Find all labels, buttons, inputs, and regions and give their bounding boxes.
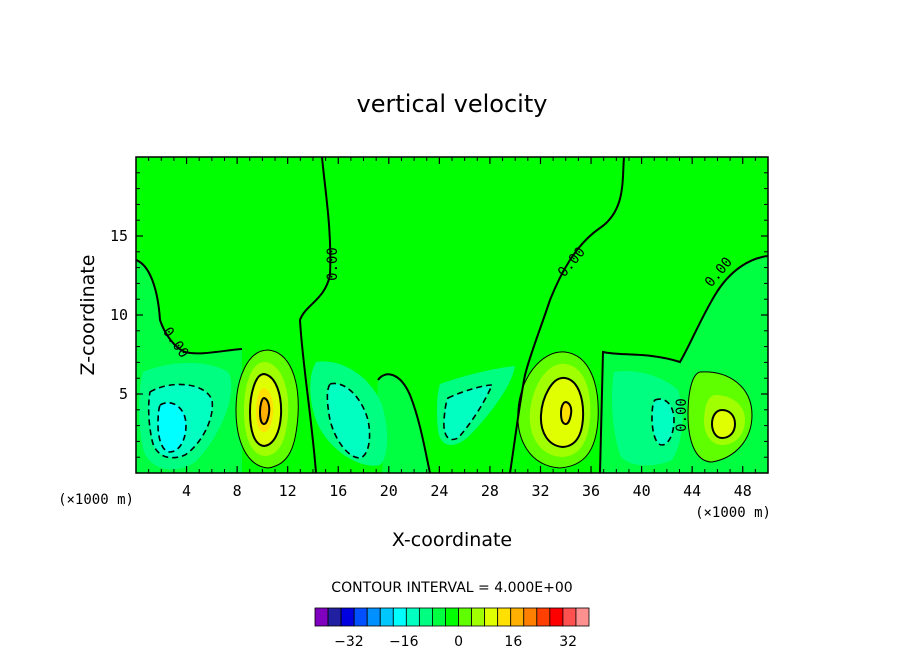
downdraft-center-core [443, 385, 492, 440]
contour-field [136, 157, 768, 473]
colorbar-swatch-10 [445, 607, 459, 627]
updraft-left-core [260, 398, 270, 424]
colorbar-swatch-14 [497, 607, 512, 627]
colorbar-tick-label-1: −16 [389, 634, 419, 650]
zero-contour-center-right [509, 157, 625, 473]
x-tick-label-7: 32 [531, 482, 549, 500]
x-tick-label-2: 12 [279, 482, 297, 500]
x-tick-label-0: 4 [182, 482, 191, 500]
negative-contours [147, 382, 675, 459]
colorbar-swatch-9 [432, 607, 446, 627]
colorbar-swatch-0 [314, 607, 329, 627]
colorbar-swatch-15 [510, 607, 525, 627]
colorbar-swatch-18 [549, 607, 564, 627]
chart-title: vertical velocity [357, 90, 548, 118]
colorbar-swatch-20 [575, 607, 590, 627]
y-tick-label-1: 10 [110, 306, 128, 324]
x-tick-label-6: 28 [481, 482, 499, 500]
x-tick-label-8: 36 [582, 482, 600, 500]
zero-contour-mid-lobe [377, 373, 431, 473]
colorbar-swatch-13 [484, 607, 499, 627]
colorbar-swatch-5 [379, 607, 394, 627]
downdraft-right-core [652, 399, 674, 445]
positive-contours [235, 349, 753, 469]
x-tick-label-3: 16 [329, 482, 347, 500]
y-tick-label-0: 5 [119, 385, 128, 403]
colorbar-swatch-17 [536, 607, 551, 627]
colorbar-tick-label-3: 16 [504, 634, 522, 650]
downdraft-left-core [158, 402, 186, 452]
colorbar-swatch-16 [523, 607, 538, 627]
weak-negative-region-mid [377, 374, 430, 473]
contour-interval-label: CONTOUR INTERVAL = 4.000E+00 [331, 580, 572, 596]
zero-contour-right [599, 255, 768, 473]
y-tick-label-2: 15 [110, 227, 128, 245]
contour-label-5: 0.00 [674, 398, 690, 432]
zero-contour-left [136, 259, 243, 355]
zero-contour-middle [298, 157, 332, 473]
colorbar-tick-label-2: 0 [454, 634, 463, 650]
updraft-right-core [561, 402, 572, 424]
colorbar-swatch-4 [366, 607, 381, 627]
x-tick-label-5: 24 [430, 482, 448, 500]
x-tick-label-9: 40 [633, 482, 651, 500]
zero-contours [136, 157, 768, 473]
colorbar-swatch-7 [405, 607, 420, 627]
x-tick-label-4: 20 [380, 482, 398, 500]
colorbar-swatch-2 [340, 607, 355, 627]
colorbar: −32 −16 0 16 32 [314, 607, 590, 650]
colorbar-tick-label-0: −32 [334, 634, 364, 650]
contour-label-1: 0.00 [325, 247, 341, 281]
y-axis: 5 10 15 [110, 172, 768, 458]
x-tick-label-1: 8 [233, 482, 242, 500]
x-tick-label-10: 44 [683, 482, 701, 500]
x-axis: 4 8 12 16 20 24 28 32 36 40 44 48 [148, 157, 756, 500]
x-tick-label-11: 48 [734, 482, 752, 500]
downdraft-middle-core [327, 383, 370, 458]
colorbar-swatch-19 [562, 607, 577, 627]
colorbar-swatch-8 [418, 607, 433, 627]
colorbar-swatch-6 [392, 607, 407, 627]
colorbar-swatch-1 [327, 607, 342, 627]
x-unit-label-right: (×1000 m) [695, 505, 771, 521]
colorbar-swatch-3 [353, 607, 368, 627]
colorbar-swatch-12 [471, 607, 486, 627]
updraft-far-right-core [712, 410, 735, 438]
x-axis-label: X-coordinate [392, 529, 512, 551]
colorbar-tick-label-4: 32 [559, 634, 577, 650]
x-unit-label-left: (×1000 m) [58, 492, 134, 508]
colorbar-swatch-11 [458, 607, 472, 627]
y-axis-label: Z-coordinate [77, 255, 99, 376]
